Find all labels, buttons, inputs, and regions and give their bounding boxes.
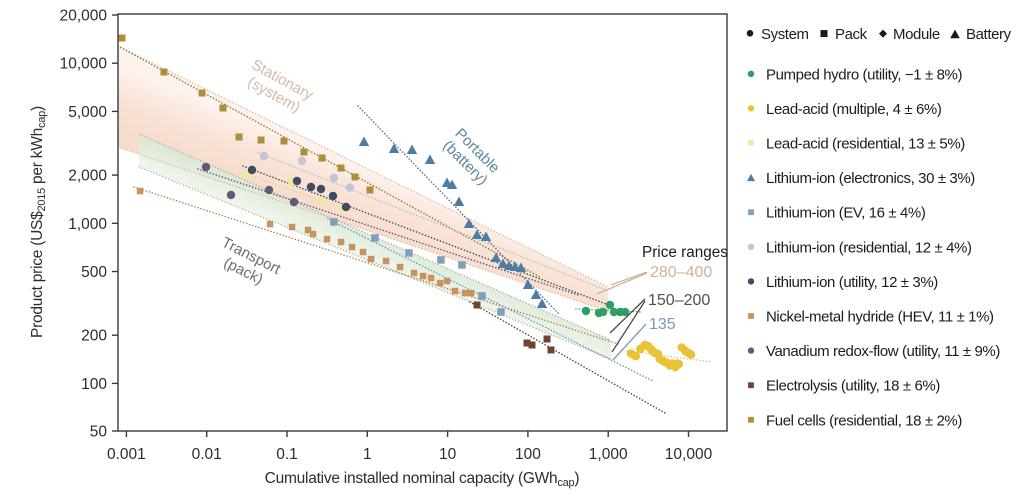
- svg-text:10: 10: [439, 446, 457, 463]
- svg-text:Electrolysis (utility, 18 ± 6%: Electrolysis (utility, 18 ± 6%): [766, 378, 940, 395]
- svg-text:Pumped hydro (utility, −1 ± 8%: Pumped hydro (utility, −1 ± 8%): [766, 66, 962, 83]
- svg-text:200: 200: [81, 328, 107, 345]
- svg-text:1,000: 1,000: [68, 216, 107, 233]
- svg-text:500: 500: [81, 264, 107, 281]
- svg-text:Product price (US$2015 per kWh: Product price (US$2015 per kWhcap): [29, 106, 48, 338]
- svg-text:0.1: 0.1: [276, 446, 298, 463]
- svg-text:Lithium-ion (EV, 16 ± 4%): Lithium-ion (EV, 16 ± 4%): [766, 205, 926, 222]
- svg-text:100: 100: [81, 376, 107, 393]
- svg-text:Lithium-ion (residential, 12 ±: Lithium-ion (residential, 12 ± 4%): [766, 239, 972, 256]
- svg-text:10,000: 10,000: [665, 446, 713, 463]
- svg-text:0.01: 0.01: [192, 446, 222, 463]
- svg-text:Pack: Pack: [835, 26, 868, 43]
- svg-text:Module: Module: [893, 26, 940, 43]
- svg-text:Fuel cells (residential, 18 ±: Fuel cells (residential, 18 ± 2%): [766, 412, 962, 429]
- svg-text:1,000: 1,000: [589, 446, 628, 463]
- svg-text:280–400: 280–400: [650, 264, 712, 281]
- svg-text:Vanadium redox-flow (utility,: Vanadium redox-flow (utility, 11 ± 9%): [766, 343, 1000, 360]
- svg-text:Lithium-ion (utility, 12 ± 3%): Lithium-ion (utility, 12 ± 3%): [766, 274, 938, 291]
- svg-text:50: 50: [90, 424, 108, 441]
- svg-text:0.001: 0.001: [107, 446, 146, 463]
- svg-text:Lithium-ion (electronics, 30 ±: Lithium-ion (electronics, 30 ± 3%): [766, 170, 975, 187]
- svg-text:Lead-acid (multiple, 4 ± 6%): Lead-acid (multiple, 4 ± 6%): [766, 101, 942, 118]
- svg-text:Battery: Battery: [966, 26, 1012, 43]
- svg-text:20,000: 20,000: [60, 8, 108, 25]
- svg-text:1: 1: [363, 446, 372, 463]
- svg-text:2,000: 2,000: [68, 168, 107, 185]
- svg-text:135: 135: [649, 316, 676, 333]
- svg-text:Nickel-metal hydride (HEV, 11: Nickel-metal hydride (HEV, 11 ± 1%): [766, 309, 994, 326]
- svg-text:Price ranges: Price ranges: [642, 244, 728, 261]
- svg-text:100: 100: [515, 446, 541, 463]
- svg-text:Cumulative installed nominal c: Cumulative installed nominal capacity (G…: [265, 470, 580, 489]
- svg-text:10,000: 10,000: [60, 56, 108, 73]
- svg-text:System: System: [761, 26, 809, 43]
- svg-text:Lead-acid (residential, 13 ± 5: Lead-acid (residential, 13 ± 5%): [766, 136, 965, 153]
- svg-text:150–200: 150–200: [648, 292, 710, 309]
- svg-text:5,000: 5,000: [68, 104, 107, 121]
